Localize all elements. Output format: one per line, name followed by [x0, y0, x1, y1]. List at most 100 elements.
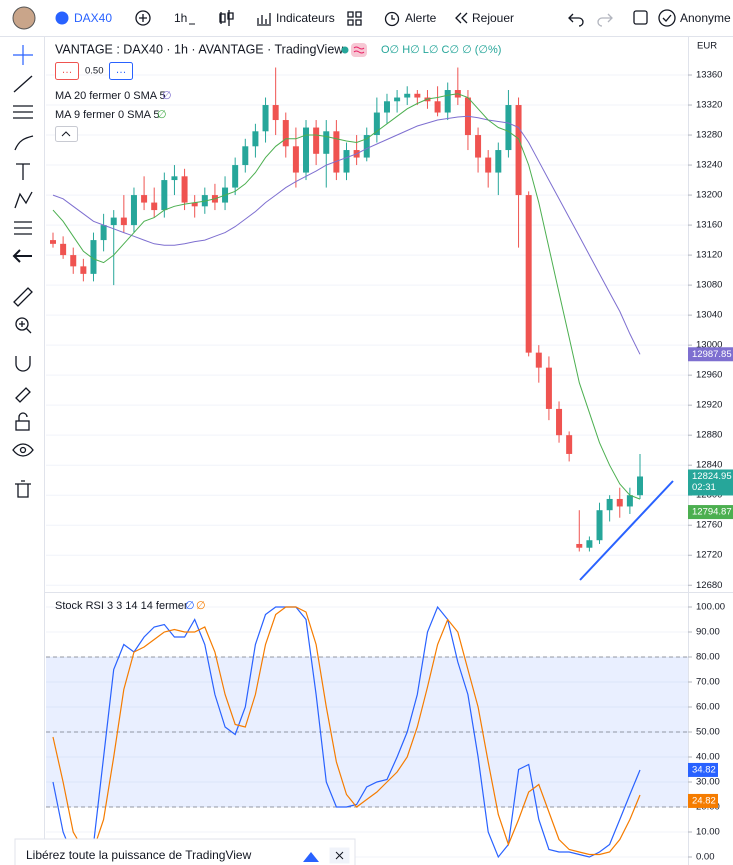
- candle-body: [242, 146, 249, 166]
- y-tick-label: 60.00: [696, 702, 720, 713]
- main-legend: VANTAGE : DAX40 · 1h · AVANTAGE · Tradin…: [55, 42, 501, 612]
- candle-body: [161, 180, 168, 211]
- interval[interactable]: 1h: [174, 11, 187, 25]
- candle-body: [110, 217, 117, 226]
- y-tick-label: 50.00: [696, 727, 720, 738]
- checkbox[interactable]: [633, 10, 648, 25]
- buy-label: …: [116, 64, 127, 76]
- candle-body: [313, 127, 320, 154]
- candle-body: [576, 543, 583, 548]
- legend-value: ∅: [157, 109, 167, 121]
- candle-body: [535, 352, 542, 368]
- rsi-title: Stock RSI 3 3 14 14 fermer: [55, 600, 188, 612]
- symbol[interactable]: DAX40: [74, 11, 112, 25]
- price-tag-label: 12824.95: [692, 471, 732, 482]
- add-symbol[interactable]: [135, 10, 151, 26]
- band-fill: [46, 657, 688, 807]
- candle-body: [272, 105, 279, 121]
- candle-body: [323, 131, 330, 154]
- user-name[interactable]: Anonyme: [680, 11, 731, 25]
- promo-banner: Libérez toute la puissance de TradingVie…: [14, 838, 356, 865]
- candle-body: [545, 367, 552, 409]
- y-tick-label: 13040: [696, 310, 722, 321]
- legend-entry[interactable]: MA 9 fermer 0 SMA 5: [55, 109, 160, 121]
- y-tick-label: 100.00: [696, 602, 725, 613]
- legend-entry[interactable]: MA 20 fermer 0 SMA 5: [55, 90, 166, 102]
- chart-type[interactable]: [219, 10, 234, 26]
- y-tick-label: 13200: [696, 190, 722, 201]
- y-tick-label: 13320: [696, 100, 722, 111]
- main-pane: [46, 67, 688, 586]
- candle-body: [495, 150, 502, 173]
- candle-body: [373, 112, 380, 136]
- candle-body: [616, 498, 623, 507]
- candle-body: [292, 146, 299, 173]
- candle-body: [414, 93, 421, 98]
- price-tag-label: 12987.85: [692, 349, 732, 360]
- y-tick-label: 30.00: [696, 777, 720, 788]
- price-tag-label: 12794.87: [692, 507, 732, 518]
- buy-button[interactable]: [109, 62, 133, 80]
- expand-banner[interactable]: [303, 852, 319, 862]
- candle-body: [586, 540, 593, 548]
- candle-body: [566, 435, 573, 454]
- candle-body: [475, 135, 482, 158]
- rsi-pane: [46, 605, 688, 859]
- y-tick-label: 12720: [696, 550, 722, 561]
- candle-body: [90, 240, 97, 274]
- layouts[interactable]: [347, 11, 362, 26]
- avatar[interactable]: [12, 6, 36, 30]
- rsi-line: [52, 605, 641, 859]
- candle-body: [596, 510, 603, 541]
- candle-body: [60, 243, 67, 256]
- y-tick-label: 12920: [696, 400, 722, 411]
- trend-line-drawing[interactable]: [579, 480, 674, 581]
- chart-title: VANTAGE : DAX40 · 1h · AVANTAGE · Tradin…: [55, 42, 344, 56]
- status-badge[interactable]: [351, 43, 367, 57]
- moving-average-line: [52, 115, 641, 355]
- currency[interactable]: EUR: [697, 41, 717, 52]
- y-tick-label: 0.00: [696, 852, 715, 863]
- candle-body: [120, 217, 127, 226]
- y-tick-label: 12680: [696, 580, 722, 591]
- replay-button[interactable]: Rejouer: [472, 11, 514, 25]
- candle-body: [434, 101, 441, 113]
- candle-body: [444, 90, 451, 113]
- legend-value: ∅: [162, 90, 172, 102]
- y-tick-label: 40.00: [696, 752, 720, 763]
- undo[interactable]: [568, 13, 584, 27]
- candle-body: [606, 498, 613, 511]
- rsi-line: [52, 606, 641, 856]
- y-tick-label: 13080: [696, 280, 722, 291]
- sell-button[interactable]: [55, 62, 79, 80]
- redo[interactable]: [597, 13, 613, 27]
- banner-text[interactable]: Libérez toute la puissance de TradingVie…: [26, 848, 252, 862]
- candle-body: [181, 176, 188, 203]
- indicators-button[interactable]: Indicateurs: [276, 11, 335, 25]
- candle-body: [130, 195, 137, 226]
- ohlc-legend: O∅ H∅ L∅ C∅ ∅ (∅%): [381, 44, 501, 56]
- value-tag-label: 24.82: [692, 795, 716, 806]
- candle-body: [505, 105, 512, 151]
- price-tag: [688, 505, 733, 520]
- candle-body: [637, 476, 643, 496]
- y-tick-label: 13360: [696, 70, 722, 81]
- y-tick-label: 12880: [696, 430, 722, 441]
- left-toolbar: [12, 37, 45, 865]
- y-tick-label: 13160: [696, 220, 722, 231]
- top-toolbar: DAX40 1h Indicateurs Alerte Rejouer Anon…: [0, 6, 733, 37]
- value-tag-label: 34.82: [692, 764, 716, 775]
- collapse-legend[interactable]: [55, 126, 78, 142]
- value-tag: [688, 762, 718, 777]
- candle-body: [556, 408, 563, 436]
- y-tick-label: 13280: [696, 130, 722, 141]
- candle-body: [151, 202, 158, 211]
- y-tick-label: 12840: [696, 460, 722, 471]
- candle-body: [525, 195, 532, 353]
- candle-body: [282, 120, 289, 147]
- candle-body: [252, 131, 259, 147]
- alert-button[interactable]: Alerte: [405, 11, 437, 25]
- trade-size[interactable]: 0.50: [85, 66, 104, 77]
- candle-body: [404, 93, 411, 98]
